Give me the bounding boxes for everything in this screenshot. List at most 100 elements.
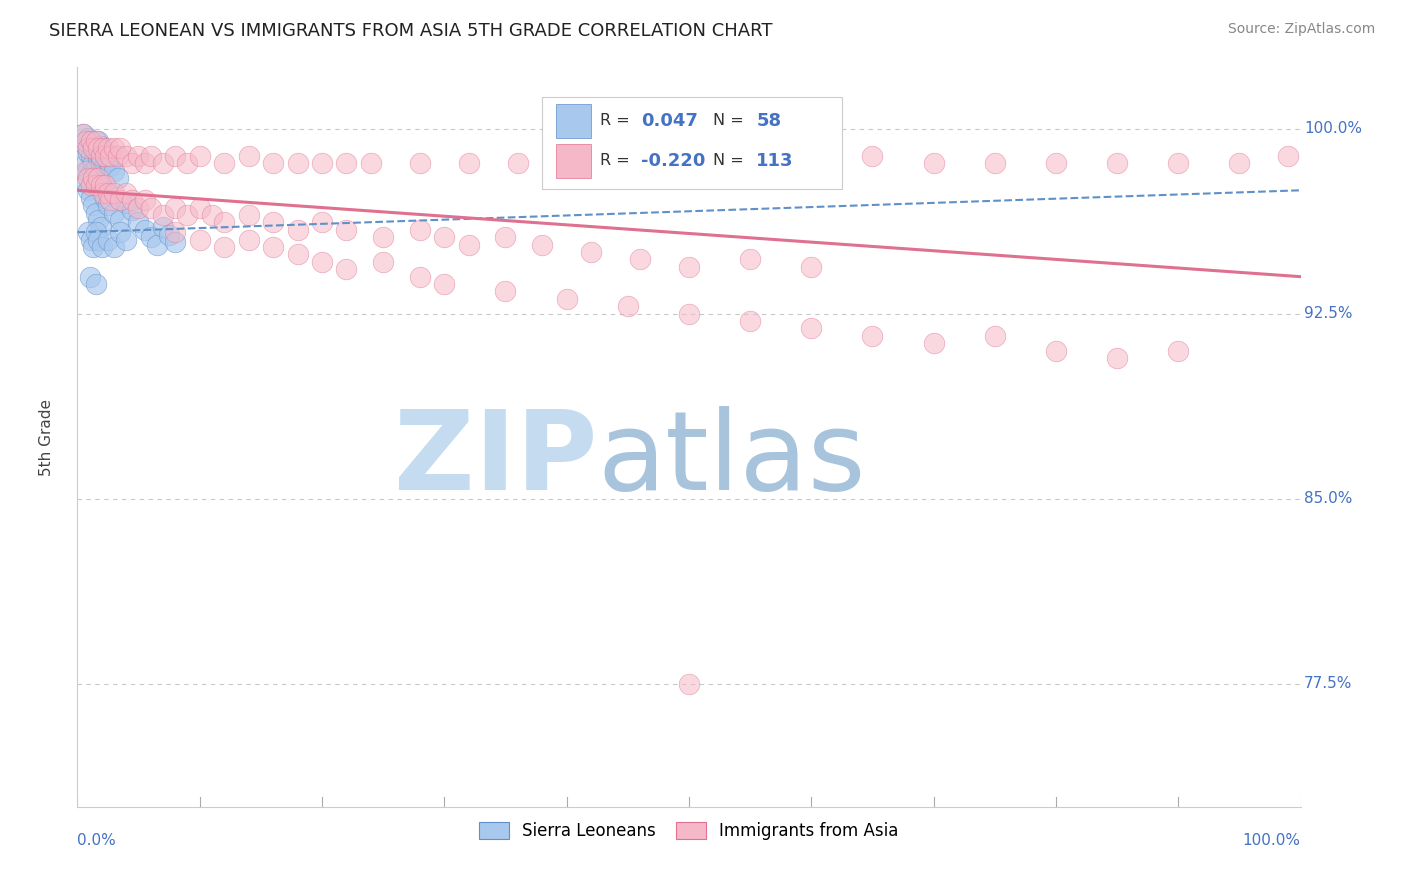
Point: [984, 329, 1007, 343]
Point: [238, 208, 260, 222]
Point: [555, 156, 578, 170]
Text: 58: 58: [756, 112, 782, 130]
Point: [1167, 156, 1189, 170]
Point: [107, 170, 129, 185]
Point: [311, 215, 333, 229]
Point: [103, 205, 125, 219]
Point: [1277, 149, 1299, 163]
Text: 85.0%: 85.0%: [1305, 491, 1353, 507]
Point: [80, 178, 103, 193]
Point: [97, 233, 120, 247]
Point: [80, 166, 103, 180]
Text: SIERRA LEONEAN VS IMMIGRANTS FROM ASIA 5TH GRADE CORRELATION CHART: SIERRA LEONEAN VS IMMIGRANTS FROM ASIA 5…: [49, 22, 773, 40]
Point: [311, 156, 333, 170]
Point: [98, 159, 121, 173]
Point: [82, 141, 104, 155]
Point: [1229, 156, 1251, 170]
Text: R =: R =: [599, 113, 634, 128]
Point: [87, 170, 110, 185]
Point: [617, 299, 640, 313]
Point: [740, 314, 762, 328]
Point: [360, 156, 382, 170]
FancyBboxPatch shape: [555, 104, 591, 138]
Point: [87, 141, 110, 155]
Point: [262, 215, 284, 229]
Text: -0.220: -0.220: [641, 152, 706, 169]
Point: [82, 139, 104, 153]
Text: N =: N =: [713, 113, 749, 128]
Point: [91, 141, 114, 155]
Point: [121, 193, 143, 207]
Point: [201, 208, 224, 222]
Point: [335, 262, 357, 277]
Text: 5th Grade: 5th Grade: [39, 399, 55, 475]
Point: [84, 161, 107, 175]
Point: [91, 161, 114, 175]
Point: [922, 156, 945, 170]
Point: [531, 237, 554, 252]
Point: [80, 191, 103, 205]
Point: [82, 156, 104, 170]
Text: 77.5%: 77.5%: [1305, 676, 1353, 691]
Point: [212, 156, 235, 170]
Point: [1167, 343, 1189, 358]
Point: [103, 163, 125, 178]
Point: [75, 176, 97, 190]
Point: [433, 277, 456, 291]
Point: [984, 156, 1007, 170]
Point: [134, 223, 156, 237]
Point: [740, 252, 762, 267]
Point: [87, 233, 110, 247]
FancyBboxPatch shape: [543, 96, 842, 189]
Point: [409, 223, 432, 237]
Point: [115, 186, 138, 200]
Point: [146, 237, 169, 252]
Point: [188, 233, 211, 247]
Point: [212, 215, 235, 229]
Point: [457, 156, 479, 170]
Point: [90, 149, 112, 163]
Point: [75, 156, 97, 170]
Point: [555, 292, 578, 306]
Point: [1107, 351, 1129, 365]
Point: [188, 201, 211, 215]
Point: [77, 225, 100, 239]
Point: [90, 156, 112, 170]
Point: [84, 134, 107, 148]
Point: [103, 186, 125, 200]
Point: [108, 193, 131, 207]
Point: [139, 230, 162, 244]
Point: [84, 277, 107, 291]
Point: [371, 255, 394, 269]
Point: [335, 156, 357, 170]
Point: [678, 260, 700, 274]
Point: [127, 201, 149, 215]
Point: [157, 227, 180, 242]
Legend: Sierra Leoneans, Immigrants from Asia: Sierra Leoneans, Immigrants from Asia: [472, 815, 905, 847]
Point: [134, 193, 156, 207]
Point: [678, 677, 700, 691]
Text: 100.0%: 100.0%: [1243, 833, 1301, 848]
Point: [862, 149, 884, 163]
Point: [115, 149, 138, 163]
Point: [98, 193, 121, 207]
Point: [800, 321, 823, 335]
Point: [121, 156, 143, 170]
Point: [97, 141, 120, 155]
Point: [139, 149, 162, 163]
Point: [121, 202, 143, 217]
Point: [108, 213, 131, 227]
Point: [127, 215, 149, 229]
Point: [188, 149, 211, 163]
Point: [287, 156, 309, 170]
Point: [103, 141, 125, 155]
Point: [90, 240, 112, 254]
Point: [262, 156, 284, 170]
Point: [371, 230, 394, 244]
Point: [1045, 156, 1067, 170]
Point: [82, 170, 104, 185]
Point: [87, 213, 110, 227]
Point: [84, 225, 107, 239]
Point: [107, 149, 129, 163]
Point: [165, 225, 187, 239]
